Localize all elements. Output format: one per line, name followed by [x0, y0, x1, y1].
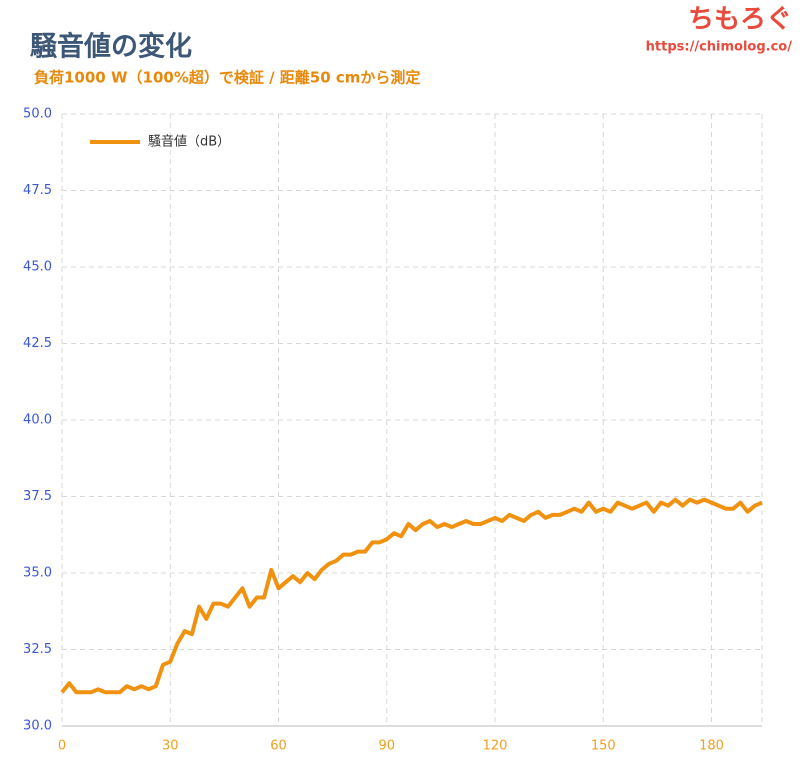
- y-tick-label: 45.0: [23, 260, 52, 275]
- x-tick-label: 150: [591, 739, 616, 754]
- chart-subtitle: 負荷1000 W（100%超）で検証 / 距離50 cmから測定: [34, 69, 420, 87]
- x-tick-label: 120: [483, 739, 508, 754]
- brand-url: https://chimolog.co/: [646, 40, 793, 55]
- y-tick-label: 50.0: [23, 107, 52, 122]
- x-tick-label: 30: [162, 739, 179, 754]
- y-tick-label: 42.5: [23, 336, 52, 351]
- y-tick-label: 30.0: [23, 719, 52, 734]
- y-tick-label: 40.0: [23, 413, 52, 428]
- y-tick-label: 32.5: [23, 642, 52, 657]
- x-tick-label: 60: [270, 739, 287, 754]
- x-tick-label: 0: [58, 739, 66, 754]
- line-series: [60, 497, 763, 695]
- y-tick-label: 47.5: [23, 183, 52, 198]
- x-tick-label: 90: [378, 739, 395, 754]
- x-tick-label: 180: [699, 739, 724, 754]
- chart-title: 騒音値の変化: [30, 31, 192, 63]
- y-tick-label: 35.0: [23, 566, 52, 581]
- y-tick-label: 37.5: [23, 489, 52, 504]
- legend-label: 騒音値（dB）: [148, 134, 230, 150]
- brand-logo: ちもろぐ: [688, 5, 792, 35]
